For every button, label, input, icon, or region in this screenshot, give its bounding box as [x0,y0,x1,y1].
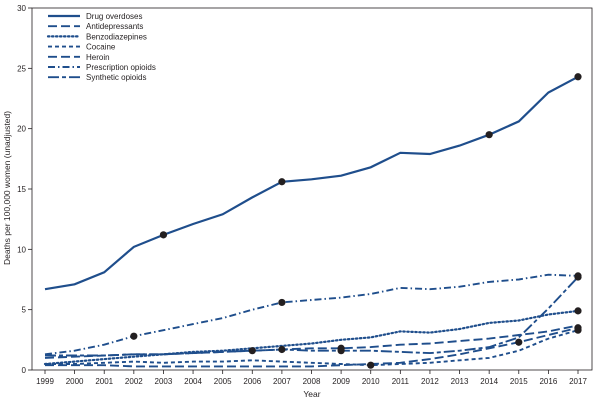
series-line-prescription-opioids [44,273,579,356]
marker-point [574,73,582,81]
x-tick-label: 2002 [125,377,143,386]
legend-label: Synthetic opioids [86,73,146,82]
chart-legend: Drug overdosesAntidepressantsBenzodiazep… [46,12,156,82]
legend-label: Heroin [86,53,110,62]
x-tick-label: 1999 [36,377,54,386]
x-tick-label: 2015 [510,377,528,386]
x-axis-title: Year [303,389,320,399]
y-tick-label: 30 [17,4,26,13]
marker-point [574,307,582,315]
marker-point [278,178,286,186]
marker-point [159,231,168,239]
chart-axes: 0 5 10 15 20 25 30 1999 2000 2001 2002 2003 2004 2005… [17,4,593,386]
y-tick-label: 0 [22,366,27,375]
x-tick-label: 2013 [451,377,469,386]
series-lines [43,75,580,368]
series-line-drug-overdoses [44,75,579,291]
y-tick-label: 20 [17,125,26,134]
marker-point [278,298,286,307]
legend-label: Drug overdoses [86,12,142,21]
legend-label: Antidepressants [86,22,143,31]
marker-point [278,345,286,354]
x-tick-label: 2011 [392,377,410,386]
x-tick-label: 2010 [362,377,380,386]
series-line-cocaine [45,329,579,367]
x-tick-label: 2001 [95,377,113,386]
series-line-heroin [45,326,579,368]
x-tick-label: 2008 [303,377,321,386]
x-tick-label: 2004 [184,377,202,386]
y-tick-label: 5 [22,306,27,315]
x-tick-label: 2000 [66,377,84,386]
y-axis-title: Deaths per 100,000 women (unadjusted) [2,111,12,265]
x-tick-label: 2003 [155,377,173,386]
marker-point [130,332,138,340]
legend-label: Cocaine [86,43,116,52]
x-tick-label: 2014 [480,377,498,386]
marker-point [248,347,256,355]
x-tick-label: 2006 [243,377,261,386]
x-tick-label: 2016 [539,377,557,386]
marker-point [367,361,375,369]
x-tick-label: 2007 [273,377,291,386]
marker-point [574,273,582,281]
y-tick-label: 25 [17,64,26,73]
legend-label: Benzodiazepines [86,32,147,41]
x-tick-label: 2012 [421,377,439,386]
y-tick-label: 15 [17,185,26,194]
series-line-benzodiazepines [43,309,580,366]
x-tick-label: 2009 [332,377,350,386]
x-tick-label: 2017 [569,377,587,386]
x-tick-label: 2005 [214,377,232,386]
marker-point [574,324,582,332]
series-line-synthetic-opioids [45,276,579,357]
y-tick-label: 10 [17,245,26,254]
series-line-antidepressants [44,324,579,359]
significance-markers [130,73,582,369]
legend-label: Prescription opioids [86,63,156,72]
marker-point [485,131,493,139]
marker-point [337,347,345,355]
marker-point [515,338,523,346]
